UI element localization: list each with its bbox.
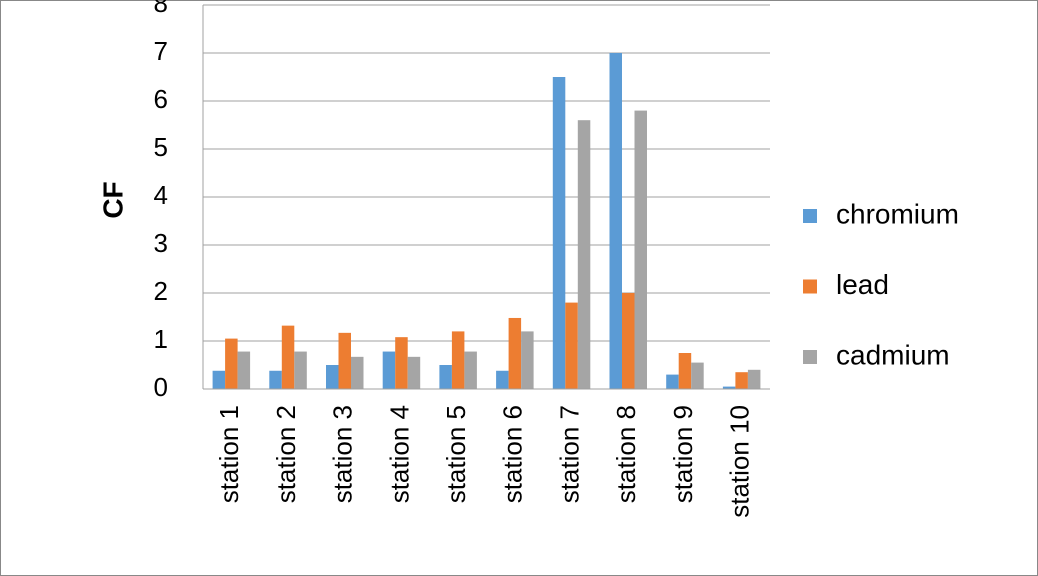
y-tick-label: 4 [154,180,168,210]
y-tick-label: 3 [154,228,168,258]
legend-label: chromium [836,198,959,229]
legend-swatch [803,350,817,364]
x-tick-label: station 6 [498,405,528,503]
bar [237,351,251,389]
x-tick-label: station 5 [441,405,471,503]
y-tick-label: 5 [154,132,168,162]
x-tick-label: station 7 [554,405,584,503]
bar [508,317,522,389]
bar [565,302,578,389]
bar [735,372,748,389]
y-tick-label: 1 [154,324,168,354]
x-tick-label: station 8 [611,405,641,503]
x-tick-label: station 2 [271,405,301,503]
y-tick-label: 2 [154,276,168,306]
bar [634,110,647,389]
bar [395,337,408,389]
bar [722,386,736,389]
bar [212,370,226,389]
x-tick-label: station 3 [328,405,358,503]
bar [439,365,452,389]
y-axis-label: CF [97,181,128,218]
bar [496,370,509,389]
x-tick-label: station 1 [214,405,244,503]
bar [407,356,421,389]
bar [281,325,295,389]
x-tick-label: station 4 [384,405,414,503]
y-tick-label: 7 [154,36,168,66]
bar [269,370,282,389]
bar [691,362,704,389]
x-tick-label: station 9 [668,405,698,503]
bar [294,351,307,389]
bar [678,353,692,389]
bar [351,356,364,389]
bar [225,338,238,389]
bar [451,331,465,389]
legend-swatch [803,279,817,294]
y-tick-label: 0 [154,372,168,402]
bar [609,53,622,389]
bar [464,351,477,389]
bar [521,331,534,389]
legend-swatch [803,209,817,223]
bar [666,374,679,389]
legend-label: cadmium [836,339,950,370]
y-tick-label: 8 [154,0,168,18]
bar [326,365,339,389]
bar [747,369,761,389]
bar [552,77,566,389]
bar [382,351,396,389]
bar [338,332,351,389]
x-tick-label: station 10 [725,405,755,518]
legend-label: lead [836,269,889,300]
y-tick-label: 6 [154,84,168,114]
bar [622,293,635,389]
bar [577,120,591,389]
